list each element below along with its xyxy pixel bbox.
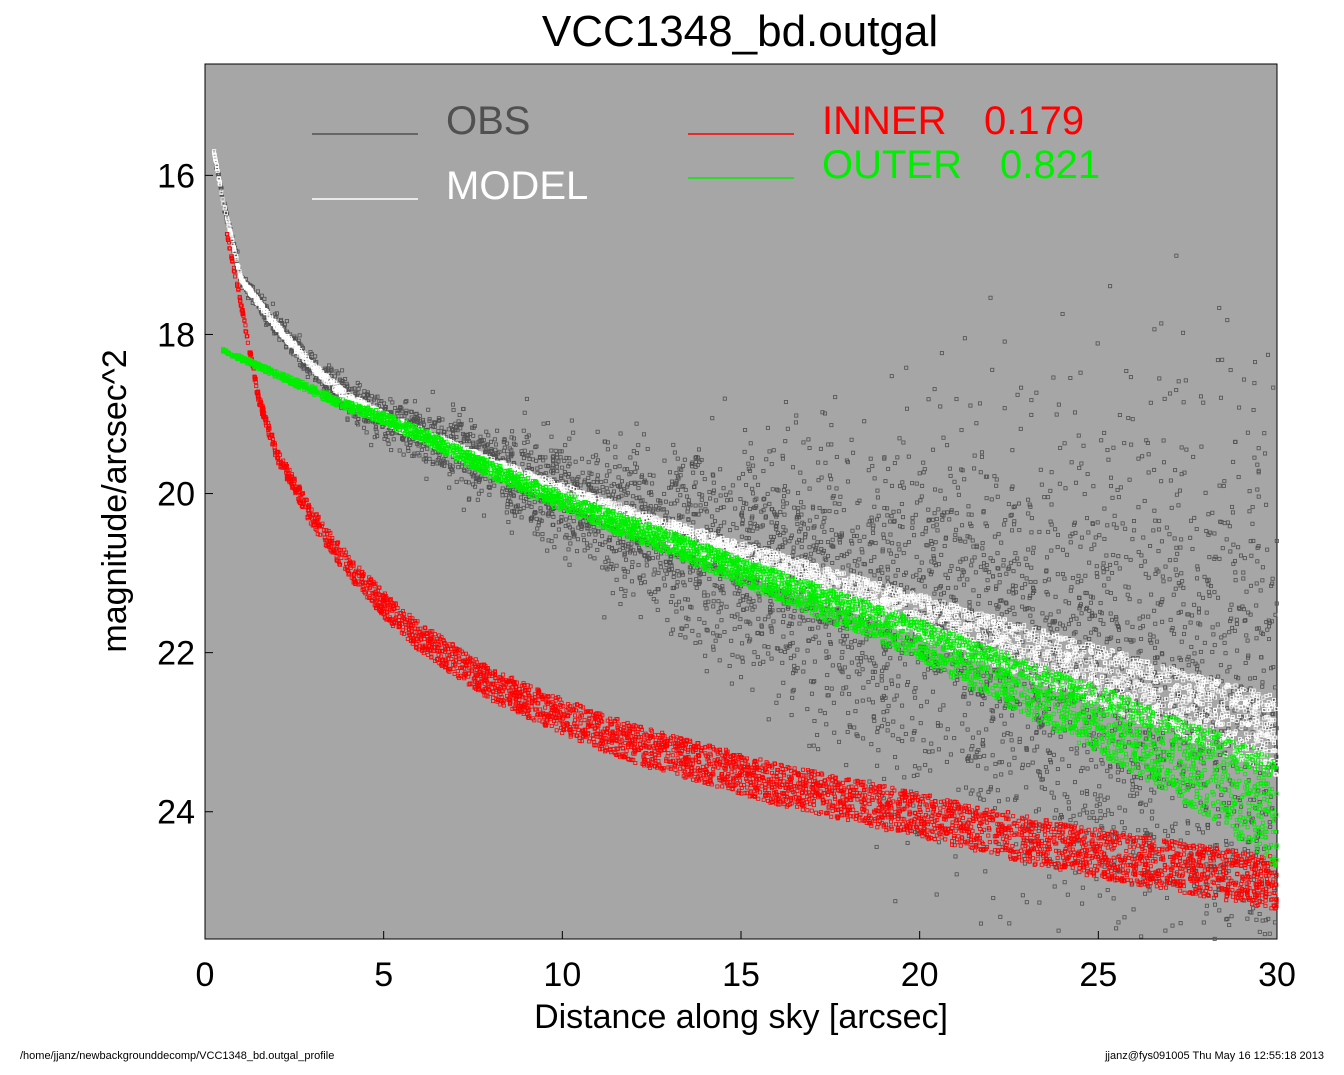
chart-figure: VCC1348_bd.outgal 0 5 10 15 20 25 30 161820222… bbox=[0, 0, 1344, 1075]
chart-title: VCC1348_bd.outgal bbox=[542, 7, 938, 56]
plot-area bbox=[205, 64, 1277, 939]
